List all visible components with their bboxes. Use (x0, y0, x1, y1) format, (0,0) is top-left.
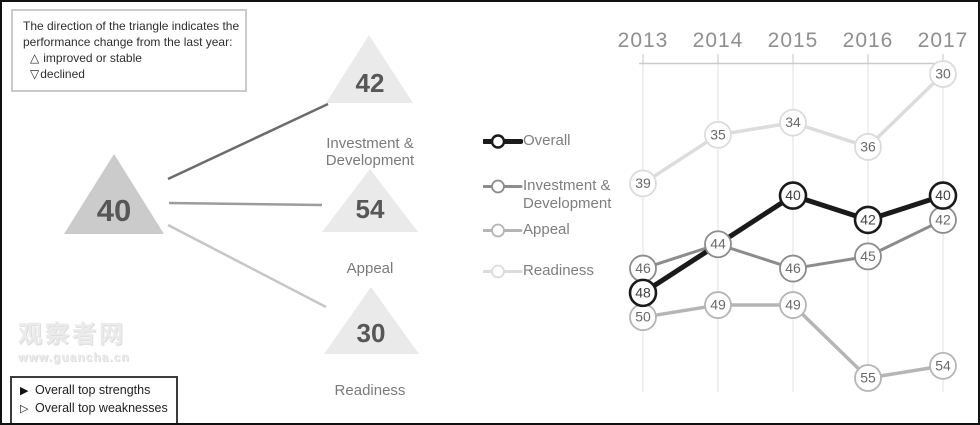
appeal-dimension-label: Appeal (346, 260, 394, 277)
data-point-label-investment-development-2017: 42 (935, 211, 951, 227)
info-text-line1: The direction of the triangle indicates … (23, 19, 240, 33)
readiness-rank-value: 30 (357, 318, 386, 348)
overall-rank-triangle (64, 154, 164, 234)
declined-label: declined (40, 67, 85, 81)
improved-label: improved or stable (43, 51, 142, 65)
data-point-label-investment-development-2014: 44 (710, 236, 726, 252)
data-point-appeal-2017 (929, 351, 957, 380)
top-strengths-row: ▶ Overall top strengths (20, 382, 168, 400)
year-label-2015: 2015 (768, 29, 819, 52)
data-point-overall-2017 (928, 181, 958, 210)
data-point-appeal-2013 (629, 303, 657, 332)
data-point-label-overall-2017: 40 (935, 187, 951, 203)
filled-right-triangle-icon: ▶ (20, 385, 29, 397)
data-point-label-overall-2015: 40 (785, 187, 801, 203)
data-point-label-investment-development-2015: 46 (785, 260, 801, 276)
top-weaknesses-label: Overall top weaknesses (35, 401, 168, 415)
data-point-overall-2015 (778, 181, 808, 210)
data-point-label-readiness-2017: 30 (935, 66, 951, 82)
legend-label: Investment & Development (523, 177, 612, 212)
series-line-overall (640, 193, 946, 296)
data-point-label-readiness-2014: 35 (710, 126, 726, 142)
data-point-appeal-2016 (854, 364, 882, 392)
legend-marker-icon (483, 264, 523, 279)
series-line-investment-development (641, 218, 945, 271)
data-point-appeal-2015 (779, 291, 807, 319)
data-point-label-overall-2013: 48 (635, 284, 651, 300)
triangle-direction-legend-box: The direction of the triangle indicates … (11, 9, 247, 92)
data-point-label-appeal-2016: 55 (860, 370, 876, 386)
data-point-investment-development-2015 (779, 254, 807, 283)
data-point-overall-2016 (853, 205, 883, 235)
readiness-rank-triangle (324, 287, 419, 354)
legend-item-appeal: Appeal (483, 221, 633, 239)
series-line-readiness (641, 72, 945, 186)
top-strengths-label: Overall top strengths (35, 383, 151, 397)
year-label-2014: 2014 (693, 29, 744, 52)
data-point-overall-2013 (628, 278, 658, 308)
connector-line-appeal (168, 201, 323, 207)
data-point-label-overall-2016: 42 (860, 211, 876, 227)
data-point-readiness-2015 (779, 108, 807, 137)
series-line-appeal (641, 303, 945, 380)
data-point-investment-development-2013 (629, 254, 657, 283)
investment-rank-value: 42 (356, 68, 385, 98)
data-point-readiness-2016 (854, 133, 882, 161)
legend-item-investment-development: Investment & Development (483, 177, 633, 213)
investment-rank-triangle (326, 35, 413, 103)
data-point-label-readiness-2013: 39 (635, 175, 651, 191)
connector-line-readiness (167, 223, 327, 309)
overall-rank-value: 40 (97, 193, 131, 228)
top-weaknesses-row: ▷ Overall top weaknesses (20, 400, 168, 418)
investment-dimension-label: Investment & Development (325, 135, 415, 169)
improved-legend-row: △ improved or stable (23, 50, 236, 66)
year-label-2016: 2016 (843, 29, 894, 52)
chart-legend: Overall Investment & Development Appeal Rea… (483, 132, 633, 280)
data-point-label-appeal-2017: 54 (935, 357, 951, 373)
data-point-label-appeal-2014: 49 (710, 297, 726, 313)
legend-label: Readiness (523, 262, 594, 279)
data-point-appeal-2014 (704, 291, 732, 319)
legend-marker-icon (483, 179, 523, 194)
data-point-label-appeal-2013: 50 (635, 309, 651, 325)
legend-label: Appeal (523, 221, 570, 238)
triangle-down-icon: ▽ (30, 67, 40, 81)
data-point-investment-development-2017 (929, 206, 957, 234)
year-label-2017: 2017 (918, 29, 969, 52)
readiness-dimension-label: Readiness (334, 382, 406, 399)
data-point-readiness-2014 (704, 120, 732, 149)
legend-marker-icon (483, 223, 523, 238)
connector-line-investment (167, 102, 329, 181)
watermark-title: 观察者网 (18, 321, 126, 348)
data-point-readiness-2017 (929, 60, 957, 88)
appeal-rank-triangle (322, 169, 418, 232)
outline-right-triangle-icon: ▷ (20, 403, 29, 415)
legend-marker-icon (483, 134, 523, 149)
strengths-weaknesses-box: ▶ Overall top strengths ▷ Overall top weak… (10, 376, 178, 423)
data-point-investment-development-2014 (704, 230, 732, 259)
data-point-label-appeal-2015: 49 (785, 297, 801, 313)
legend-item-overall: Overall (483, 132, 633, 150)
triangle-up-icon: △ (30, 51, 40, 65)
data-point-label-readiness-2016: 36 (860, 138, 876, 154)
legend-label: Overall (523, 132, 571, 149)
data-point-label-investment-development-2016: 45 (860, 248, 876, 264)
appeal-rank-value: 54 (356, 194, 385, 224)
year-label-2013: 2013 (618, 29, 669, 52)
data-point-label-investment-development-2013: 46 (635, 260, 651, 276)
declined-legend-row: ▽declined (23, 66, 236, 82)
watermark: 观察者网 www.guancha.cn (18, 314, 130, 364)
data-point-investment-development-2016 (854, 242, 882, 271)
info-text-line2: performance change from the last year: (23, 35, 233, 49)
data-point-readiness-2013 (629, 169, 657, 198)
legend-item-readiness: Readiness (483, 262, 633, 280)
data-point-label-readiness-2015: 34 (785, 114, 801, 130)
watermark-url: www.guancha.cn (18, 350, 130, 364)
